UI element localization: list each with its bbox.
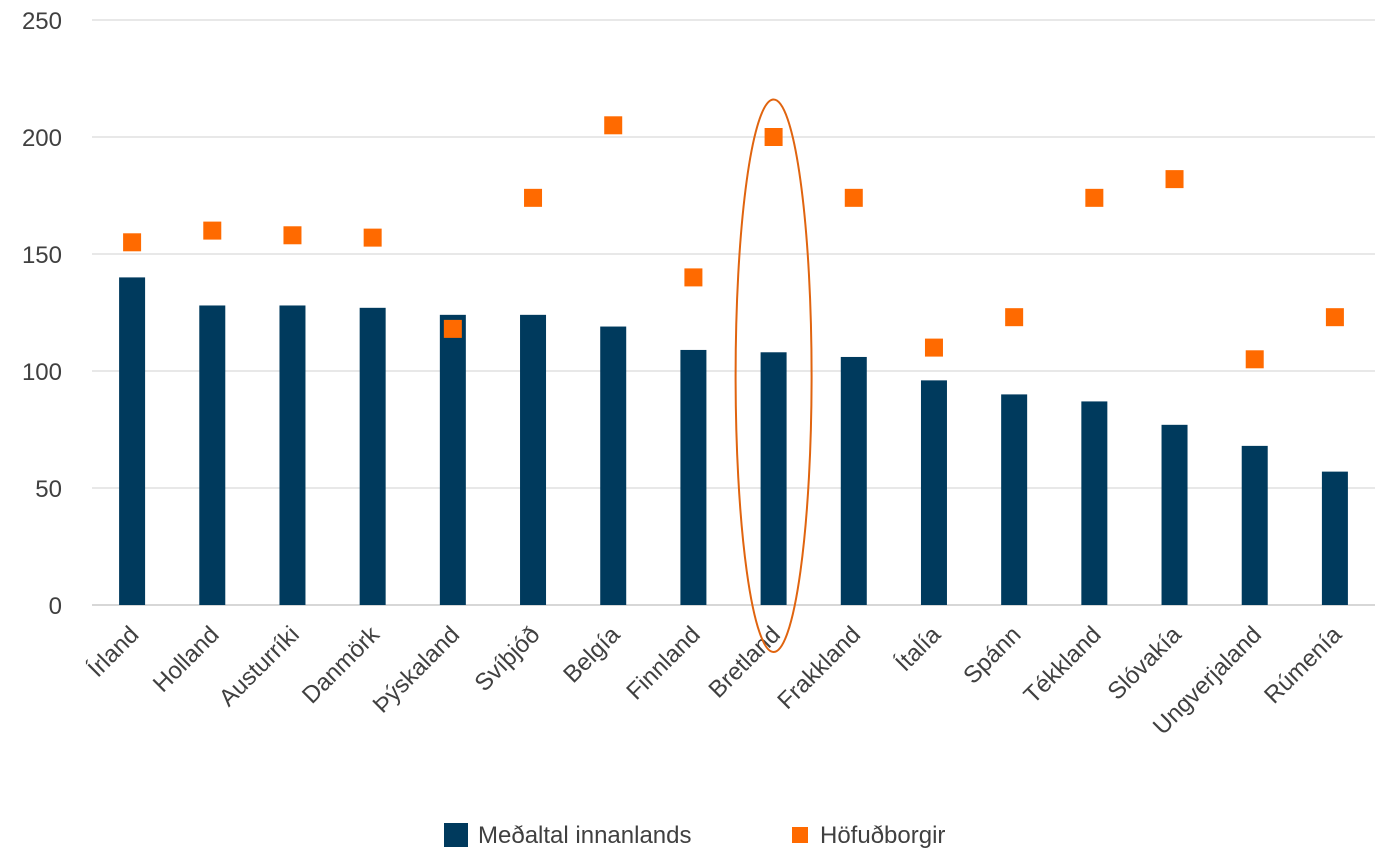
marker-point (844, 188, 863, 207)
x-tick-label: Ítalía (890, 621, 946, 677)
bar (1001, 394, 1028, 605)
x-tick-label: Rúmenía (1259, 621, 1347, 709)
y-tick-label: 200 (22, 125, 62, 152)
bar (199, 305, 226, 605)
x-tick-label: Holland (148, 621, 225, 698)
bar (439, 314, 466, 605)
x-tick-label: Finnland (621, 621, 705, 705)
y-tick-label: 100 (22, 359, 62, 386)
bar (279, 305, 306, 605)
x-tick-label: Belgía (558, 621, 626, 689)
marker-point (203, 221, 222, 240)
y-tick-label: 0 (49, 593, 62, 620)
bar (1321, 471, 1348, 605)
legend-label: Höfuðborgir (820, 822, 945, 849)
bar (600, 326, 627, 605)
x-tick-label: Slóvakía (1103, 621, 1188, 706)
x-tick-label: Þýskaland (368, 621, 465, 718)
bar (760, 352, 787, 605)
marker-point (443, 319, 462, 338)
marker-point (1325, 308, 1344, 327)
y-tick-label: 150 (22, 242, 62, 269)
x-tick-label: Spánn (958, 621, 1026, 689)
marker-point (1245, 350, 1264, 369)
marker-point (123, 233, 142, 252)
x-tick-label: Tékkland (1019, 621, 1107, 709)
marker-point (604, 116, 623, 135)
bar-series (119, 277, 1348, 605)
bar (1081, 401, 1108, 605)
bar (119, 277, 146, 605)
highlight-ellipse (734, 98, 813, 653)
bar (840, 356, 867, 605)
marker-point (1165, 170, 1184, 189)
x-tick-label: Svíþjóð (470, 621, 546, 697)
bar (359, 307, 386, 605)
marker-point (684, 268, 703, 287)
marker-point (363, 228, 382, 247)
x-tick-label: Írland (83, 621, 145, 683)
highlight-ellipse-group (734, 98, 813, 653)
y-axis-ticks: 0 50 100 150 200 250 (22, 8, 62, 620)
y-tick-label: 250 (22, 8, 62, 35)
marker-point (764, 128, 783, 146)
bar (1161, 424, 1188, 605)
bar (680, 349, 707, 605)
x-tick-label: Bretland (704, 621, 786, 703)
marker-point (1085, 188, 1104, 207)
legend-swatch-marker (792, 827, 808, 843)
bar (1241, 445, 1268, 605)
gridlines (92, 19, 1375, 606)
x-tick-label: Austurríki (214, 621, 305, 712)
marker-point (1005, 308, 1024, 327)
marker-point (524, 188, 543, 207)
legend-swatch-bar (444, 823, 468, 847)
bar (520, 314, 547, 605)
legend-label: Meðaltal innanlands (478, 822, 691, 849)
marker-point (283, 226, 302, 245)
marker-series (123, 116, 1344, 369)
marker-point (924, 338, 943, 357)
legend: Meðaltal innanlands Höfuðborgir (444, 822, 945, 849)
bar (920, 380, 947, 605)
y-tick-label: 50 (35, 476, 62, 503)
